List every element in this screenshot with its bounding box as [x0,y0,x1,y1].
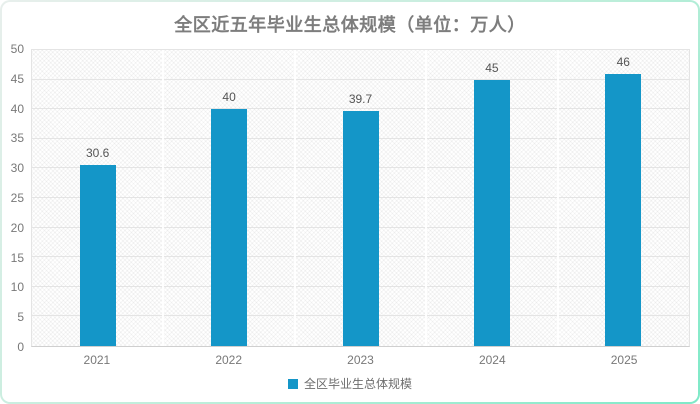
bar-value-label: 45 [485,60,499,75]
y-tick-label: 5 [17,310,24,325]
y-tick-label: 30 [10,161,24,176]
y-tick-label: 40 [10,101,24,116]
y-tick-label: 50 [10,42,24,56]
y-tick-label: 15 [10,250,24,265]
bar-value-label: 30.6 [86,145,110,160]
bar [79,164,116,346]
gridline-v [293,50,296,346]
bar [342,110,379,346]
gridline-h [32,108,689,110]
x-tick-label: 2025 [610,353,638,367]
gridline-h [32,78,689,80]
chart-title: 全区近五年毕业生总体规模（单位：万人） [174,15,526,35]
y-axis: 0 5 10 15 20 25 30 35 40 45 50 [2,43,24,353]
x-axis: 2021 2022 2023 2024 2025 [31,353,690,369]
y-tick-label: 20 [10,220,24,235]
y-tick-label: 45 [10,71,24,86]
legend-swatch-icon [287,378,298,389]
gridline-h [32,49,689,50]
plot-area: 30.6 40 39.7 45 46 [31,49,690,347]
bar [605,73,642,346]
bar [473,79,510,346]
x-tick-label: 2024 [478,353,506,367]
y-tick-label: 10 [10,280,24,295]
bar [211,109,248,346]
x-tick-label: 2022 [215,353,243,367]
legend-label: 全区毕业生总体规模 [303,377,412,391]
gridline-v [425,50,428,346]
gridline-v [162,50,165,346]
y-tick-label: 25 [10,191,24,205]
gridline-v [556,50,559,346]
x-tick-label: 2021 [83,353,111,367]
bar-value-label: 40 [222,90,236,105]
x-tick-label: 2023 [347,353,374,367]
bar-value-label: 39.7 [348,91,373,106]
y-tick-label: 0 [17,340,24,354]
y-tick-label: 35 [10,131,24,146]
legend: 全区毕业生总体规模 [2,375,698,392]
bar-value-label: 46 [616,54,630,69]
